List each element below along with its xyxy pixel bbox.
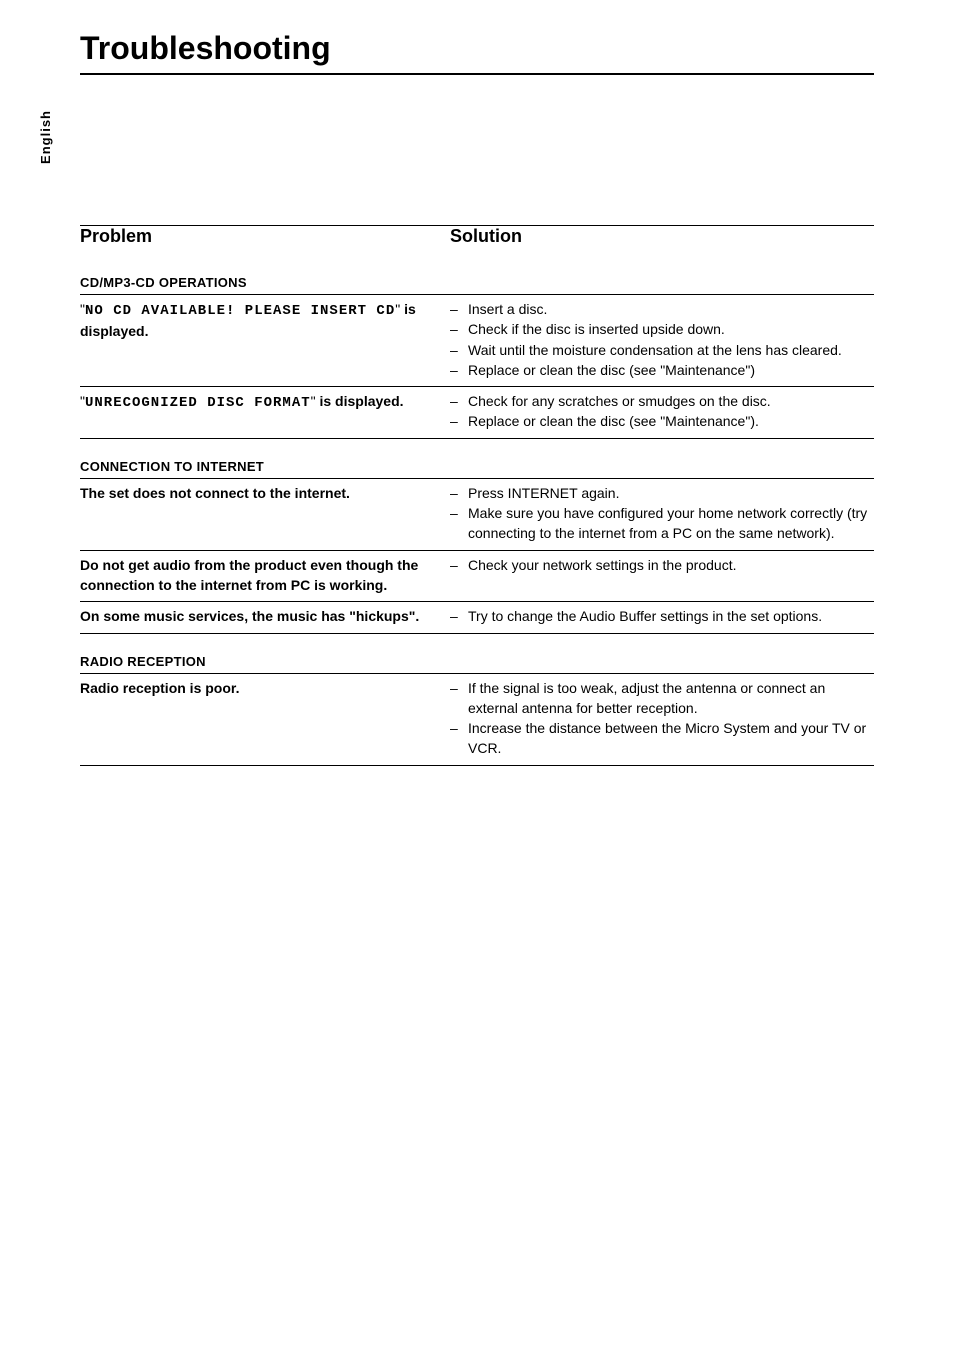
problem-text: On some music services, the music has "h… — [80, 608, 419, 624]
section-title: RADIO RECEPTION — [80, 654, 874, 669]
solution-text: Replace or clean the disc (see "Maintena… — [468, 411, 874, 431]
problem-cell: Radio reception is poor. — [80, 678, 450, 759]
problem-text: Radio reception is poor. — [80, 680, 239, 696]
solution-text: Check your network settings in the produ… — [468, 555, 874, 575]
solution-item: –Make sure you have configured your home… — [450, 503, 874, 544]
solution-item: –Check for any scratches or smudges on t… — [450, 391, 874, 411]
dash-icon: – — [450, 555, 468, 575]
page: English Troubleshooting Problem Solution… — [0, 0, 954, 1352]
dash-icon: – — [450, 606, 468, 626]
solution-text: Replace or clean the disc (see "Maintena… — [468, 360, 874, 380]
dash-icon: – — [450, 678, 468, 698]
problem-cell: The set does not connect to the internet… — [80, 483, 450, 544]
dash-icon: – — [450, 360, 468, 380]
dash-icon: – — [450, 299, 468, 319]
solution-item: –Check if the disc is inserted upside do… — [450, 319, 874, 339]
solution-item: –If the signal is too weak, adjust the a… — [450, 678, 874, 719]
row-rule — [80, 633, 874, 634]
sections-container: CD/MP3-CD OPERATIONS "NO CD AVAILABLE! PL… — [80, 275, 874, 766]
dash-icon: – — [450, 340, 468, 360]
dash-icon: – — [450, 411, 468, 431]
table-row: The set does not connect to the internet… — [80, 479, 874, 550]
title-rule — [80, 73, 874, 75]
problem-cell: On some music services, the music has "h… — [80, 606, 450, 626]
problem-cell: Do not get audio from the product even t… — [80, 555, 450, 596]
solution-item: –Replace or clean the disc (see "Mainten… — [450, 411, 874, 431]
row-rule — [80, 438, 874, 439]
header-solution: Solution — [450, 226, 874, 255]
solution-text: Press INTERNET again. — [468, 483, 874, 503]
solution-cell: –Check for any scratches or smudges on t… — [450, 391, 874, 432]
table-header-row: Problem Solution — [80, 226, 874, 255]
solution-list: –If the signal is too weak, adjust the a… — [450, 678, 874, 759]
problem-text: UNRECOGNIZED DISC FORMAT — [85, 395, 311, 411]
problem-text: The set does not connect to the internet… — [80, 485, 350, 501]
solution-item: –Check your network settings in the prod… — [450, 555, 874, 575]
row-rule — [80, 765, 874, 766]
solution-text: Try to change the Audio Buffer settings … — [468, 606, 874, 626]
solution-item: –Increase the distance between the Micro… — [450, 718, 874, 759]
solution-cell: –If the signal is too weak, adjust the a… — [450, 678, 874, 759]
dash-icon: – — [450, 483, 468, 503]
solution-text: If the signal is too weak, adjust the an… — [468, 678, 874, 719]
dash-icon: – — [450, 503, 468, 523]
solution-list: –Check your network settings in the prod… — [450, 555, 874, 575]
table-row: Do not get audio from the product even t… — [80, 551, 874, 602]
solution-item: –Insert a disc. — [450, 299, 874, 319]
solution-text: Check for any scratches or smudges on th… — [468, 391, 874, 411]
solution-item: –Try to change the Audio Buffer settings… — [450, 606, 874, 626]
solution-cell: –Press INTERNET again.–Make sure you hav… — [450, 483, 874, 544]
solution-item: –Wait until the moisture condensation at… — [450, 340, 874, 360]
table-row: "UNRECOGNIZED DISC FORMAT" is displayed.… — [80, 387, 874, 438]
solution-list: –Insert a disc.–Check if the disc is ins… — [450, 299, 874, 380]
table-row: Radio reception is poor. –If the signal i… — [80, 674, 874, 765]
solution-list: –Try to change the Audio Buffer settings… — [450, 606, 874, 626]
language-side-label: English — [38, 110, 53, 164]
problem-text: is displayed. — [319, 393, 403, 409]
solution-cell: –Insert a disc.–Check if the disc is ins… — [450, 299, 874, 380]
problem-text: NO CD AVAILABLE! PLEASE INSERT CD — [85, 303, 395, 319]
header-problem: Problem — [80, 226, 450, 255]
solution-list: –Check for any scratches or smudges on t… — [450, 391, 874, 432]
solution-text: Increase the distance between the Micro … — [468, 718, 874, 759]
problem-text: " — [395, 301, 404, 317]
dash-icon: – — [450, 718, 468, 738]
solution-text: Wait until the moisture condensation at … — [468, 340, 874, 360]
solution-text: Make sure you have configured your home … — [468, 503, 874, 544]
problem-cell: "NO CD AVAILABLE! PLEASE INSERT CD" is d… — [80, 299, 450, 380]
solution-text: Check if the disc is inserted upside dow… — [468, 319, 874, 339]
content-area: Problem Solution CD/MP3-CD OPERATIONS "NO… — [80, 225, 874, 766]
dash-icon: – — [450, 391, 468, 411]
section-title: CONNECTION TO INTERNET — [80, 459, 874, 474]
solution-cell: –Try to change the Audio Buffer settings… — [450, 606, 874, 626]
solution-list: –Press INTERNET again.–Make sure you hav… — [450, 483, 874, 544]
solution-item: –Replace or clean the disc (see "Mainten… — [450, 360, 874, 380]
table-row: On some music services, the music has "h… — [80, 602, 874, 632]
solution-text: Insert a disc. — [468, 299, 874, 319]
problem-text: Do not get audio from the product even t… — [80, 557, 418, 593]
dash-icon: – — [450, 319, 468, 339]
solution-cell: –Check your network settings in the prod… — [450, 555, 874, 596]
problem-cell: "UNRECOGNIZED DISC FORMAT" is displayed. — [80, 391, 450, 432]
section-title: CD/MP3-CD OPERATIONS — [80, 275, 874, 290]
page-title: Troubleshooting — [80, 30, 874, 67]
table-row: "NO CD AVAILABLE! PLEASE INSERT CD" is d… — [80, 295, 874, 386]
solution-item: –Press INTERNET again. — [450, 483, 874, 503]
